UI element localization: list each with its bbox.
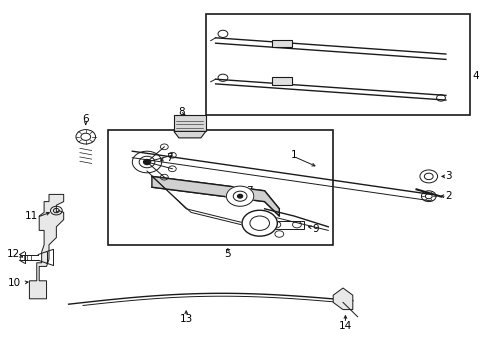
Text: 4: 4 <box>472 71 479 81</box>
Bar <box>272 77 292 85</box>
Polygon shape <box>152 176 279 216</box>
Text: 6: 6 <box>82 114 89 124</box>
Bar <box>270 221 304 229</box>
Text: 1: 1 <box>291 150 297 160</box>
Circle shape <box>238 194 243 198</box>
Text: 3: 3 <box>445 171 452 181</box>
Text: 9: 9 <box>313 224 319 234</box>
Polygon shape <box>29 194 64 299</box>
Circle shape <box>226 186 254 206</box>
Text: 13: 13 <box>179 314 193 324</box>
Text: 10: 10 <box>8 278 21 288</box>
Circle shape <box>242 210 277 236</box>
Text: 12: 12 <box>7 249 21 259</box>
Text: 8: 8 <box>178 107 185 117</box>
Text: 11: 11 <box>25 211 39 221</box>
Circle shape <box>144 159 150 165</box>
Bar <box>272 40 292 47</box>
Bar <box>174 115 206 131</box>
Bar <box>206 14 470 115</box>
Bar <box>108 130 333 245</box>
Polygon shape <box>333 288 353 310</box>
Text: 7: 7 <box>246 186 253 196</box>
Text: 2: 2 <box>445 191 452 201</box>
Polygon shape <box>174 131 206 138</box>
Text: 7: 7 <box>166 153 172 163</box>
Text: 14: 14 <box>339 321 352 331</box>
Text: 5: 5 <box>224 249 231 259</box>
